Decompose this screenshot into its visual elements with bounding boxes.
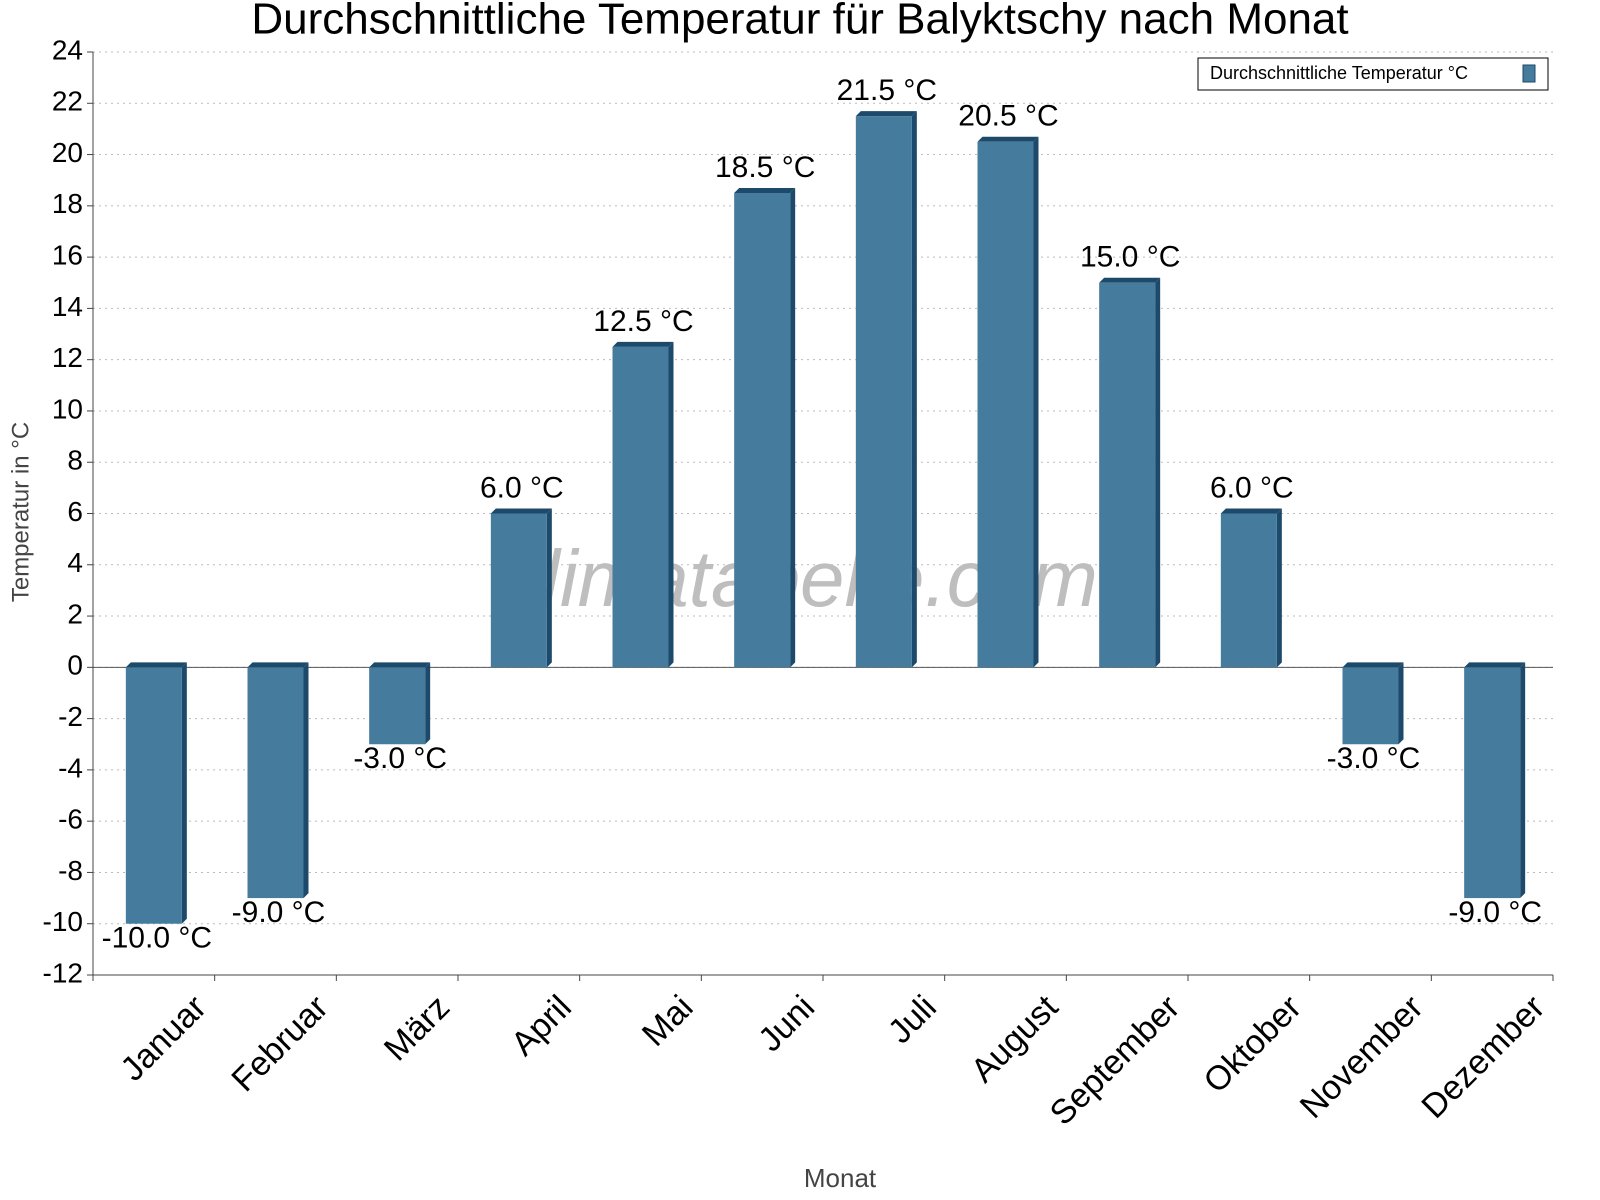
bar-group [977,136,1039,668]
bar-side [303,662,309,899]
bar [977,141,1034,668]
bar-group [247,662,309,899]
chart-title: Durchschnittliche Temperatur für Balykts… [251,0,1348,44]
bar-side [911,111,917,668]
y-axis-label: Temperatur in °C [7,422,34,602]
bar-side [546,508,552,668]
bar-side [425,662,431,745]
bar [1220,513,1277,668]
bar-top [1220,508,1282,514]
bar-top [1099,277,1161,283]
bar-group [1342,662,1404,745]
y-tick-label: 14 [52,291,83,322]
value-label: 18.5 °C [715,151,815,184]
bar [247,667,304,899]
y-tick-label: -4 [58,752,83,783]
bar [369,667,426,745]
bar-top [855,111,917,117]
bar-side [181,662,187,924]
value-label: 21.5 °C [837,74,937,107]
bar-group [1220,508,1282,668]
value-label: 20.5 °C [958,100,1058,133]
y-tick-label: 0 [67,650,83,681]
y-tick-label: 22 [52,86,83,117]
bar-top [490,508,552,514]
y-tick-label: 20 [52,137,83,168]
y-tick-label: 24 [52,34,83,65]
x-axis-label: Monat [804,1163,877,1193]
y-tick-label: -8 [58,855,83,886]
bar-group [855,111,917,668]
value-label: 6.0 °C [1210,471,1294,504]
bar-group [1099,277,1161,668]
y-tick-label: 2 [67,598,83,629]
bar-group [125,662,187,924]
bar [1342,667,1399,745]
bar-group [612,341,674,668]
bar-side [1033,136,1039,668]
bar-group [734,188,796,668]
bar-top [977,136,1039,142]
bar-group [490,508,552,668]
y-tick-label: -2 [58,701,83,732]
bar-side [1276,508,1282,668]
bar [1099,282,1156,668]
bar-side [1155,277,1161,668]
value-label: -3.0 °C [1327,742,1421,775]
bar-side [668,341,674,668]
bar [612,346,669,668]
value-label: -10.0 °C [102,922,212,955]
y-tick-label: 4 [67,547,83,578]
bar [125,667,182,924]
y-tick-label: 10 [52,393,83,424]
y-tick-label: 12 [52,342,83,373]
y-tick-label: 8 [67,445,83,476]
bar [734,193,791,668]
bar-top [369,662,431,668]
bar-top [734,188,796,194]
legend: Durchschnittliche Temperatur °C [1197,57,1549,91]
legend-box [1197,57,1549,91]
value-label: -9.0 °C [1448,896,1542,929]
bar [855,116,912,668]
bar-side [1398,662,1404,745]
value-label: 12.5 °C [593,305,693,338]
bar [490,513,547,668]
value-label: -9.0 °C [232,896,326,929]
y-tick-label: -12 [43,957,83,988]
legend-swatch [1522,64,1536,83]
bar [1464,667,1521,899]
bar-group [1464,662,1526,899]
bar-top [247,662,309,668]
y-tick-label: -10 [43,906,83,937]
bar-side [790,188,796,668]
bar-top [1464,662,1526,668]
value-label: -3.0 °C [353,742,447,775]
bar-side [1520,662,1526,899]
y-tick-label: -6 [58,804,83,835]
y-tick-label: 18 [52,188,83,219]
bar-top [1342,662,1404,668]
bar-top [125,662,187,668]
bar-top [612,341,674,347]
bar-group [369,662,431,745]
legend-label: Durchschnittliche Temperatur °C [1210,63,1468,83]
y-tick-label: 16 [52,240,83,271]
y-tick-label: 6 [67,496,83,527]
value-label: 6.0 °C [480,471,564,504]
value-label: 15.0 °C [1080,241,1180,274]
